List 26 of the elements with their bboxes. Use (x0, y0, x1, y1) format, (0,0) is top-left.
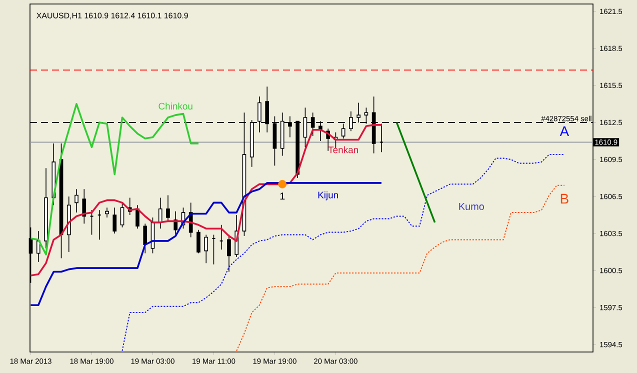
candlestick (158, 197, 162, 229)
candlestick (120, 202, 124, 228)
series-label: A (560, 126, 570, 136)
candlestick (379, 123, 384, 152)
series-label: Chinkou (158, 102, 192, 110)
candlestick (112, 207, 117, 234)
candlestick (105, 207, 109, 218)
candlestick (90, 210, 94, 236)
candlestick (36, 230, 40, 262)
candlestick (196, 229, 200, 254)
line-series (30, 103, 200, 256)
candlestick (74, 188, 78, 213)
candlestick (227, 234, 231, 272)
annotation: 1 (280, 192, 285, 200)
candlestick (166, 194, 170, 222)
candlestick (136, 204, 140, 229)
candlestick (82, 188, 86, 224)
candlestick (212, 234, 216, 265)
series-label: B (560, 194, 568, 204)
candlestick (97, 210, 102, 240)
series-label: Tenkan (328, 146, 358, 154)
candlestick (204, 234, 208, 264)
annotation: Kumo (459, 203, 484, 210)
candlestick (143, 223, 148, 254)
candlestick (219, 224, 224, 250)
series-label: Kijun (318, 191, 338, 200)
